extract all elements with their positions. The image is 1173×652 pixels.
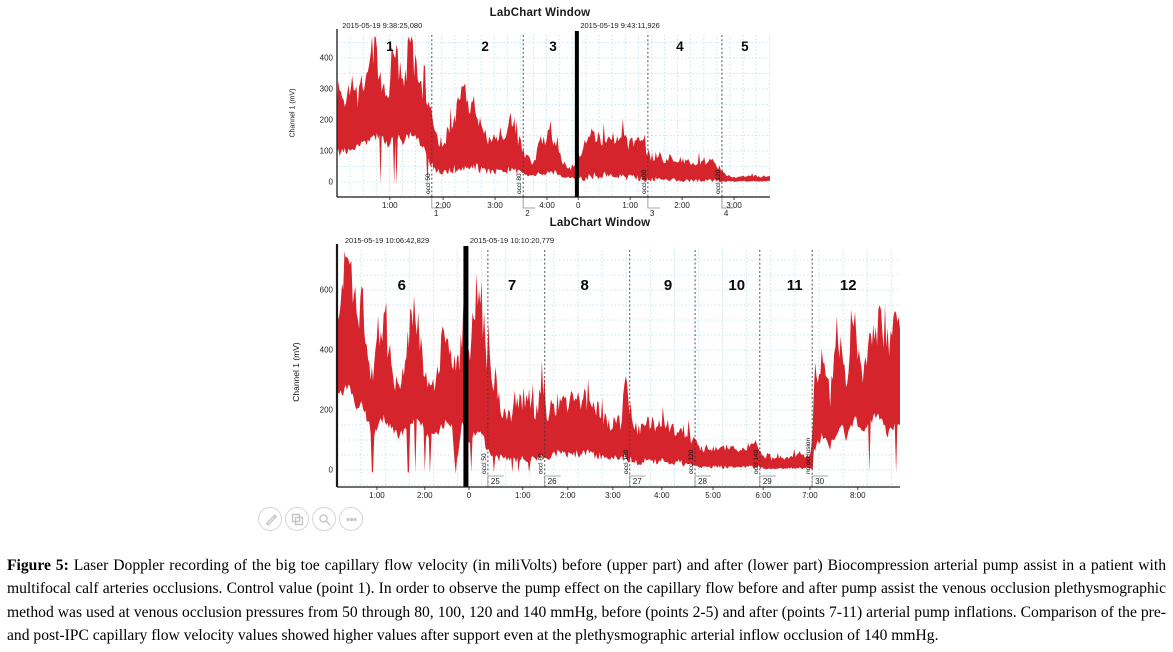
block-divider [574, 31, 579, 197]
svg-text:0: 0 [329, 178, 334, 187]
svg-text:6:00: 6:00 [755, 491, 771, 500]
lower-window-title: LabChart Window [549, 217, 651, 229]
comment-marker: 27 [633, 477, 642, 486]
svg-text:1:00: 1:00 [622, 201, 638, 210]
svg-text:2:00: 2:00 [674, 201, 690, 210]
svg-text:100: 100 [320, 147, 334, 156]
upper-labchart-plot: occl 50 1 occl 80 2 occl 100 3 occl 120 4 1:00 2:… [320, 21, 770, 218]
occlusion-label: no occlusion [805, 437, 812, 474]
occlusion-label: occl 120 [688, 449, 695, 474]
comment-marker: 1 [434, 209, 439, 218]
svg-text:300: 300 [320, 85, 334, 94]
block-timestamps: 2015-05-19 10:06:42,829 2015-05-19 10:10:… [345, 236, 554, 245]
svg-text:400: 400 [320, 346, 334, 355]
comment-marker: 30 [815, 477, 824, 486]
occlusion-label: occl 100 [623, 449, 630, 474]
upper-window-title: LabChart Window [489, 7, 591, 19]
svg-text:3:00: 3:00 [726, 201, 742, 210]
comment-marker: 25 [491, 477, 500, 486]
svg-text:0: 0 [576, 201, 581, 210]
svg-text:11: 11 [787, 277, 803, 294]
svg-text:3: 3 [549, 39, 557, 54]
upper-y-axis-label: Channel 1 (mV) [289, 88, 297, 138]
svg-text:7: 7 [508, 277, 516, 294]
section-numbers: 1 2 3 4 5 [386, 39, 749, 54]
block-divider [463, 246, 469, 487]
occlusion-label: occl 80 [538, 453, 545, 474]
comment-marker: 2 [525, 209, 530, 218]
svg-text:2015-05-19 10:06:42,829: 2015-05-19 10:06:42,829 [345, 236, 429, 245]
svg-text:8: 8 [581, 277, 589, 294]
occlusion-label: occl 50 [425, 173, 432, 194]
svg-text:200: 200 [320, 406, 334, 415]
occlusion-events: occl 50 1 occl 80 2 occl 100 3 occl 120 4 [425, 35, 734, 218]
svg-text:5:00: 5:00 [705, 491, 721, 500]
figure-caption-label: Figure 5: [7, 556, 69, 574]
block-timestamps: 2015-05-19 9:38:25,080 2015-05-19 9:43:11… [342, 21, 660, 30]
svg-text:2015-05-19 9:38:25,080: 2015-05-19 9:38:25,080 [342, 21, 422, 30]
zoom-magnifier-icon[interactable] [312, 507, 336, 531]
grid [337, 35, 770, 198]
svg-text:2: 2 [481, 39, 489, 54]
x-axis-ticks: 1:00 2:00 0 1:00 2:00 3:00 4:00 5:00 6:00 7:00 8:0… [369, 487, 866, 500]
svg-text:0: 0 [329, 466, 334, 475]
svg-text:10: 10 [728, 277, 745, 294]
svg-text:7:00: 7:00 [802, 491, 818, 500]
comment-marker: 3 [650, 209, 655, 218]
comment-marker: 26 [548, 477, 557, 486]
svg-text:0: 0 [467, 491, 472, 500]
svg-text:4:00: 4:00 [654, 491, 670, 500]
svg-text:5: 5 [741, 39, 749, 54]
occlusion-label: occl 140 [753, 449, 760, 474]
figure-caption: Figure 5: Laser Doppler recording of the… [7, 554, 1166, 648]
svg-text:8:00: 8:00 [850, 491, 866, 500]
y-axis-ticks: 0 200 400 600 [320, 286, 334, 475]
more-options-icon[interactable] [339, 507, 363, 531]
svg-text:4: 4 [676, 39, 684, 54]
y-axis-ticks: 0 100 200 300 400 [320, 54, 334, 187]
svg-text:3:00: 3:00 [605, 491, 621, 500]
doppler-trace [337, 36, 770, 185]
x-axis-ticks: 1:00 2:00 3:00 4:00 0 1:00 2:00 3:00 [382, 197, 742, 210]
doppler-trace [337, 251, 900, 474]
occlusion-label: occl 100 [641, 169, 648, 194]
svg-text:1:00: 1:00 [382, 201, 398, 210]
edit-pencil-icon[interactable] [258, 507, 282, 531]
copy-figure-icon[interactable] [285, 507, 309, 531]
svg-text:9: 9 [664, 277, 672, 294]
occlusion-label: occl 80 [516, 173, 523, 194]
figure-caption-text: Laser Doppler recording of the big toe c… [7, 556, 1166, 645]
svg-text:200: 200 [320, 116, 334, 125]
svg-text:2:00: 2:00 [560, 491, 576, 500]
svg-text:2015-05-19 9:43:11,926: 2015-05-19 9:43:11,926 [580, 21, 660, 30]
svg-text:1:00: 1:00 [369, 491, 385, 500]
svg-text:400: 400 [320, 54, 334, 63]
comment-marker: 4 [724, 209, 729, 218]
svg-text:2:00: 2:00 [417, 491, 433, 500]
svg-text:2:00: 2:00 [435, 201, 451, 210]
svg-text:12: 12 [840, 277, 857, 294]
svg-text:3:00: 3:00 [487, 201, 503, 210]
occlusion-label: occl 50 [481, 453, 488, 474]
comment-marker: 29 [763, 477, 772, 486]
svg-text:1:00: 1:00 [515, 491, 531, 500]
svg-text:6: 6 [398, 277, 406, 294]
svg-text:4:00: 4:00 [539, 201, 555, 210]
svg-text:2015-05-19 10:10:20,779: 2015-05-19 10:10:20,779 [470, 236, 554, 245]
section-numbers: 6 7 8 9 10 11 12 [398, 277, 857, 294]
svg-text:600: 600 [320, 286, 334, 295]
occlusion-label: occl 120 [715, 169, 722, 194]
comment-marker: 28 [698, 477, 707, 486]
svg-text:1: 1 [386, 39, 394, 54]
